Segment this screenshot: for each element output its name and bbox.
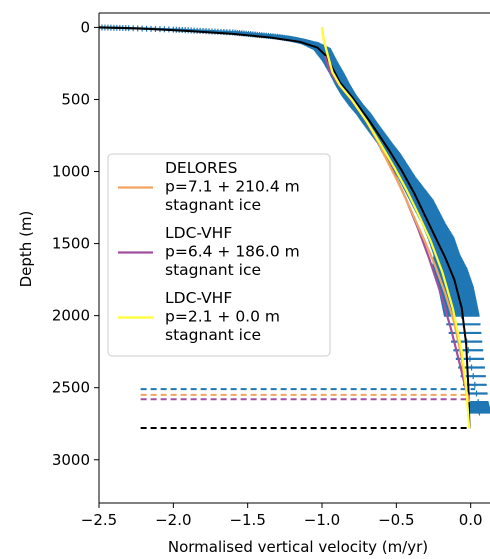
series-line-0 — [99, 26, 471, 429]
y-tick-label: 2500 — [52, 379, 90, 397]
legend-entry-text: stagnant ice — [165, 326, 261, 344]
y-tick-label: 1000 — [52, 163, 90, 181]
legend-entry-text: LDC-VHF — [165, 224, 232, 242]
plot-area — [99, 24, 490, 430]
legend-box — [107, 153, 331, 357]
x-tick-label: −1.0 — [304, 511, 340, 529]
x-tick-label: −0.5 — [378, 511, 414, 529]
y-tick-label: 3000 — [52, 451, 90, 469]
legend-entry-text: p=6.4 + 186.0 m — [165, 243, 300, 261]
legend-entry-text: LDC-VHF — [165, 289, 232, 307]
plot-content — [99, 24, 490, 430]
x-tick-label: −2.5 — [81, 511, 117, 529]
y-tick-label: 2000 — [52, 307, 90, 325]
legend-entry-text: p=7.1 + 210.4 m — [165, 178, 300, 196]
series-line-3 — [320, 27, 471, 429]
x-axis-label: Normalised vertical velocity (m/yr) — [168, 538, 428, 556]
legend-entry-text: stagnant ice — [165, 261, 261, 279]
legend-entry-text: p=2.1 + 0.0 m — [165, 308, 280, 326]
x-tick-label: −2.0 — [155, 511, 191, 529]
y-tick-label: 1500 — [52, 235, 90, 253]
legend-entry-text: stagnant ice — [165, 196, 261, 214]
axes: −2.5 −2.0 −1.5 −1.0 −0.5 0.0 0 500 1000 1500 2000 2… — [52, 12, 490, 529]
y-tick-label: 0 — [80, 18, 90, 36]
y-tick-label: 500 — [61, 90, 90, 108]
x-tick-label: −1.5 — [229, 511, 265, 529]
y-axis-label: Depth (m) — [17, 211, 35, 288]
x-tick-label: 0.0 — [459, 511, 483, 529]
legend-entry-text: DELORES — [165, 159, 237, 177]
